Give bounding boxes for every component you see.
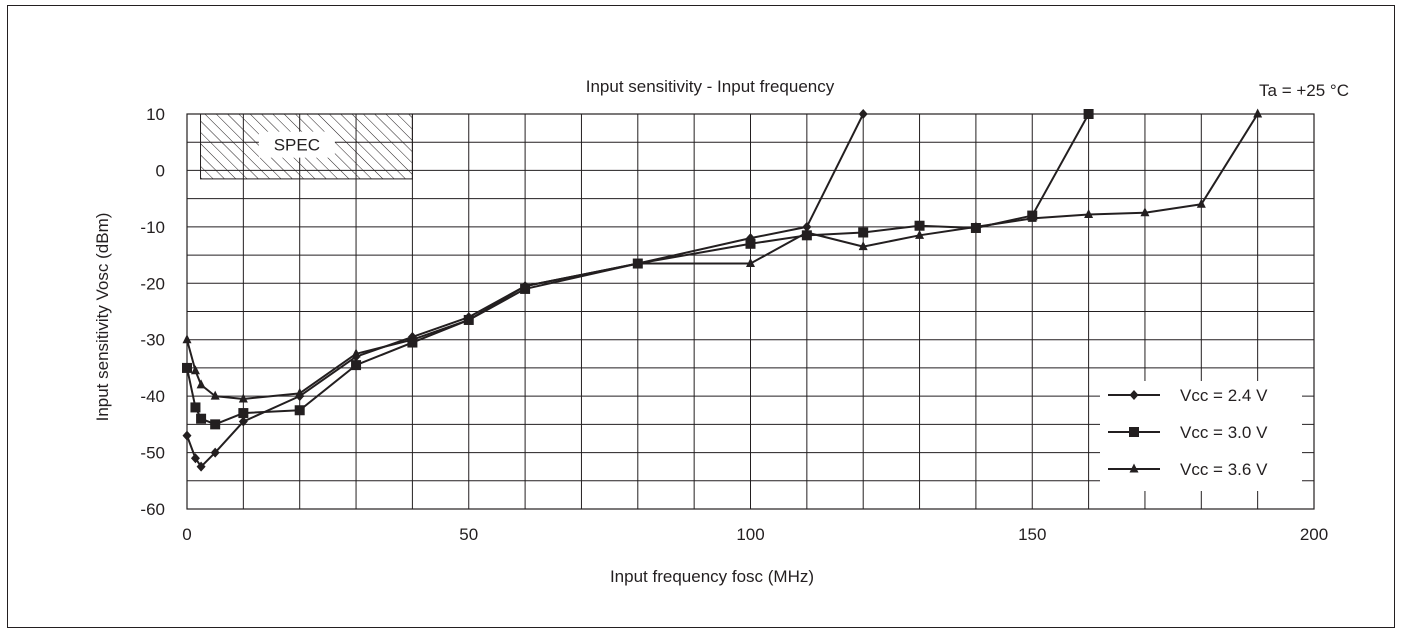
data-point-square bbox=[1083, 109, 1094, 119]
legend-label: Vcc = 2.4 V bbox=[1180, 386, 1268, 405]
series-triangle bbox=[182, 108, 1263, 403]
data-point-triangle bbox=[746, 258, 755, 268]
y-tick-label: 0 bbox=[156, 161, 165, 180]
spec-label: SPEC bbox=[274, 136, 320, 155]
data-point-square bbox=[1129, 427, 1139, 437]
data-point-triangle bbox=[1027, 212, 1037, 222]
data-point-triangle bbox=[182, 334, 192, 344]
data-point-diamond bbox=[238, 416, 248, 427]
data-point-square bbox=[858, 227, 869, 238]
y-tick-label: -40 bbox=[140, 387, 165, 406]
data-point-triangle bbox=[802, 227, 812, 236]
chart-title: Input sensitivity - Input frequency bbox=[586, 77, 835, 96]
x-tick-label: 0 bbox=[182, 525, 191, 544]
data-point-diamond bbox=[1129, 390, 1139, 400]
data-point-triangle bbox=[295, 387, 305, 397]
data-point-triangle bbox=[1140, 207, 1150, 217]
y-tick-label: -20 bbox=[140, 274, 165, 293]
grid-lines bbox=[187, 114, 1314, 509]
series-layer bbox=[182, 108, 1263, 472]
figure-frame bbox=[7, 5, 1395, 628]
data-point-square bbox=[914, 220, 925, 231]
data-point-triangle bbox=[1196, 198, 1206, 208]
data-point-triangle bbox=[238, 393, 248, 403]
data-point-triangle bbox=[915, 229, 925, 239]
data-point-triangle bbox=[210, 390, 220, 400]
data-point-triangle bbox=[196, 379, 206, 389]
y-tick-label: -50 bbox=[140, 444, 165, 463]
data-point-triangle bbox=[464, 314, 474, 324]
data-point-square bbox=[351, 360, 362, 371]
data-point-triangle bbox=[1084, 208, 1094, 218]
data-point-triangle bbox=[407, 334, 417, 344]
data-point-square bbox=[745, 238, 756, 249]
data-point-triangle bbox=[1253, 108, 1263, 118]
y-axis-label: Input sensitivity Vosc (dBm) bbox=[93, 213, 112, 422]
legend-label: Vcc = 3.6 V bbox=[1180, 460, 1268, 479]
data-point-square bbox=[238, 408, 249, 419]
data-point-diamond bbox=[196, 461, 206, 472]
data-point-diamond bbox=[182, 430, 192, 441]
data-point-square bbox=[210, 419, 221, 430]
legend-item: Vcc = 3.6 V bbox=[1108, 460, 1268, 479]
data-point-diamond bbox=[802, 221, 812, 232]
data-point-triangle bbox=[190, 365, 200, 375]
spec-region: SPEC bbox=[200, 113, 413, 180]
y-tick-label: -60 bbox=[140, 500, 165, 519]
data-point-triangle bbox=[351, 348, 361, 358]
legend: Vcc = 2.4 V Vcc = 3.0 V Vcc = 3.6 V bbox=[1100, 381, 1302, 491]
legend-item: Vcc = 2.4 V bbox=[1108, 386, 1268, 405]
y-tick-label: -10 bbox=[140, 218, 165, 237]
x-axis-label: Input frequency fosc (MHz) bbox=[610, 567, 814, 586]
data-point-triangle bbox=[520, 280, 530, 290]
x-tick-label: 50 bbox=[459, 525, 478, 544]
x-tick-label: 200 bbox=[1300, 525, 1328, 544]
data-point-diamond bbox=[190, 453, 200, 464]
legend-label: Vcc = 3.0 V bbox=[1180, 423, 1268, 442]
y-tick-label: -30 bbox=[140, 331, 165, 350]
data-point-triangle bbox=[858, 241, 868, 251]
data-point-triangle bbox=[1129, 463, 1139, 473]
data-point-square bbox=[196, 413, 207, 424]
data-point-triangle bbox=[971, 221, 981, 231]
y-tick-label: 10 bbox=[146, 105, 165, 124]
legend-item: Vcc = 3.0 V bbox=[1108, 423, 1268, 442]
data-point-diamond bbox=[210, 447, 220, 458]
data-point-square bbox=[294, 405, 305, 416]
data-point-diamond bbox=[858, 109, 868, 119]
plot-area bbox=[186, 113, 1315, 510]
temperature-annotation: Ta = +25 °C bbox=[1259, 81, 1349, 100]
x-tick-label: 100 bbox=[736, 525, 764, 544]
data-point-square bbox=[182, 362, 192, 373]
x-tick-label: 150 bbox=[1018, 525, 1046, 544]
data-point-triangle bbox=[633, 258, 643, 268]
data-point-square bbox=[190, 402, 201, 413]
